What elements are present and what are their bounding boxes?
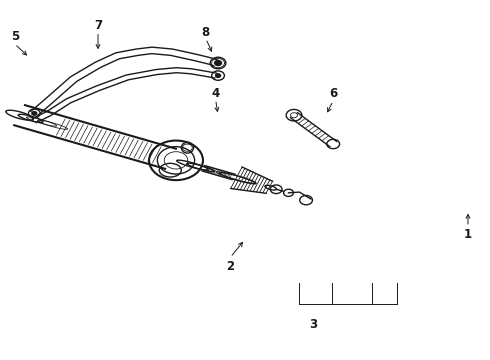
Circle shape xyxy=(215,60,221,66)
Text: 6: 6 xyxy=(329,87,337,100)
Text: 1: 1 xyxy=(464,228,472,240)
Text: 8: 8 xyxy=(202,26,210,39)
Circle shape xyxy=(216,74,220,77)
Circle shape xyxy=(32,112,37,115)
Text: 7: 7 xyxy=(94,19,102,32)
Text: 3: 3 xyxy=(310,318,318,330)
Text: 4: 4 xyxy=(212,87,220,100)
Text: 5: 5 xyxy=(11,30,19,42)
Text: 2: 2 xyxy=(226,260,234,273)
